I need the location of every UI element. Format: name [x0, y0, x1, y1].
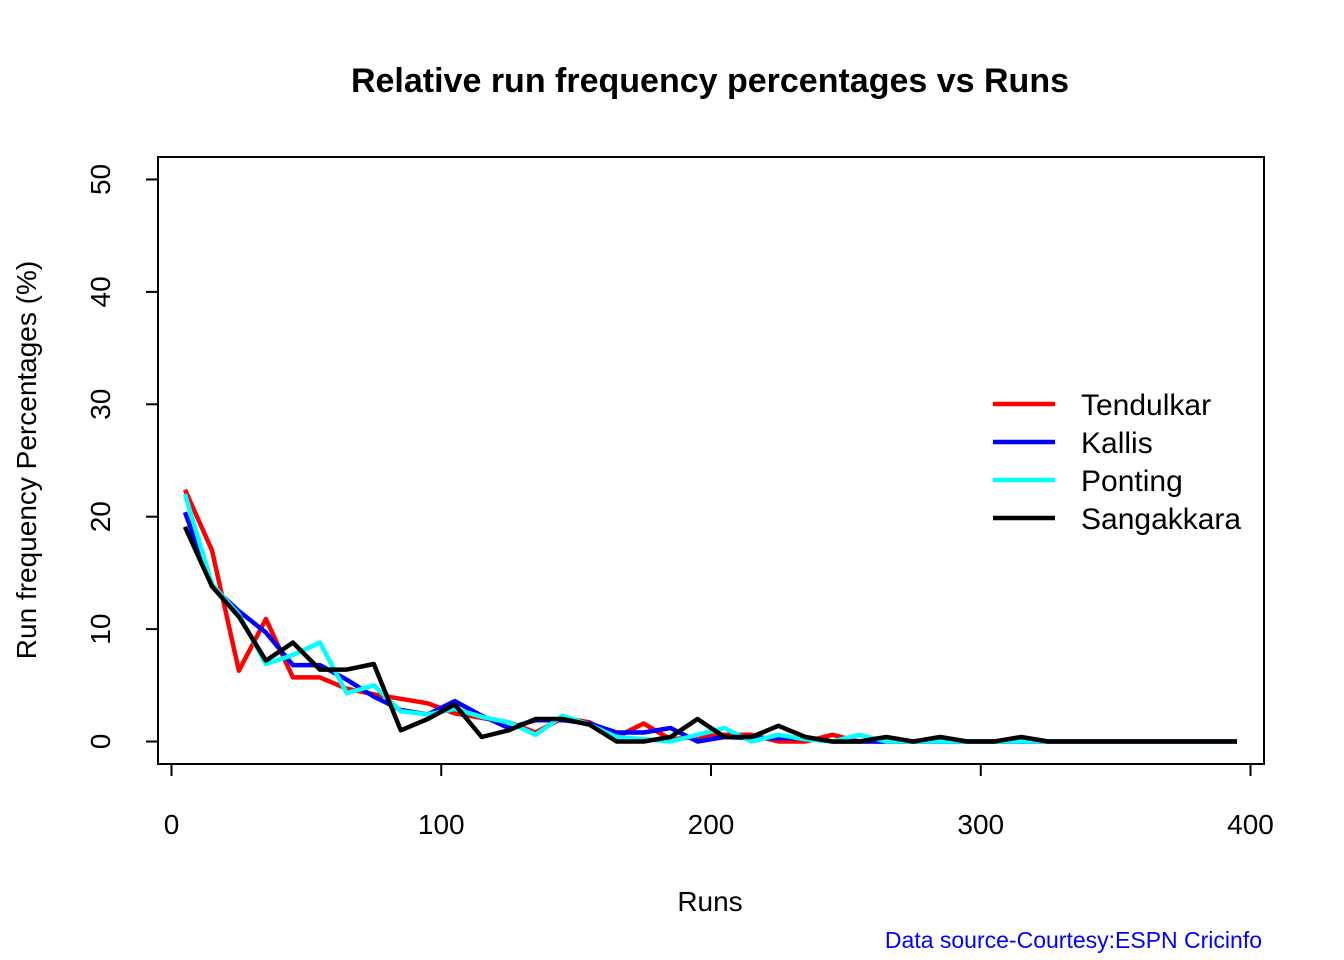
x-tick-label: 100	[418, 809, 465, 840]
legend-label-ponting: Ponting	[1081, 465, 1183, 498]
x-tick-label: 300	[957, 809, 1004, 840]
y-tick-label: 0	[85, 734, 116, 750]
x-tick-label: 0	[164, 809, 180, 840]
legend-label-kallis: Kallis	[1081, 427, 1153, 460]
series-line-kallis	[182, 511, 1237, 744]
y-tick-label: 40	[85, 276, 116, 307]
y-tick-label: 20	[85, 501, 116, 532]
series-lines	[182, 488, 1237, 744]
series-line-ponting	[182, 493, 1237, 744]
x-tick-label: 400	[1227, 809, 1274, 840]
plot-frame	[157, 156, 1265, 765]
y-tick-label: 10	[85, 614, 116, 645]
y-axis-label: Run frequency Percentages (%)	[11, 261, 42, 659]
x-axis-label: Runs	[677, 886, 742, 917]
x-tick-label: 200	[688, 809, 735, 840]
y-tick-label: 50	[85, 164, 116, 195]
y-axis: 0 10 20 30 40 50	[85, 164, 159, 750]
legend: Tendulkar Kallis Ponting Sangakkara	[993, 389, 1241, 536]
y-tick-label: 30	[85, 389, 116, 420]
chart-title: Relative run frequency percentages vs Ru…	[351, 62, 1069, 100]
legend-label-sangakkara: Sangakkara	[1081, 503, 1241, 536]
x-axis: 0 100 200 300 400	[164, 763, 1274, 840]
data-source-note: Data source-Courtesy:ESPN Cricinfo	[885, 927, 1262, 953]
legend-label-tendulkar: Tendulkar	[1081, 389, 1211, 422]
series-line-tendulkar	[182, 488, 1237, 744]
series-line-sangakkara	[182, 525, 1237, 744]
